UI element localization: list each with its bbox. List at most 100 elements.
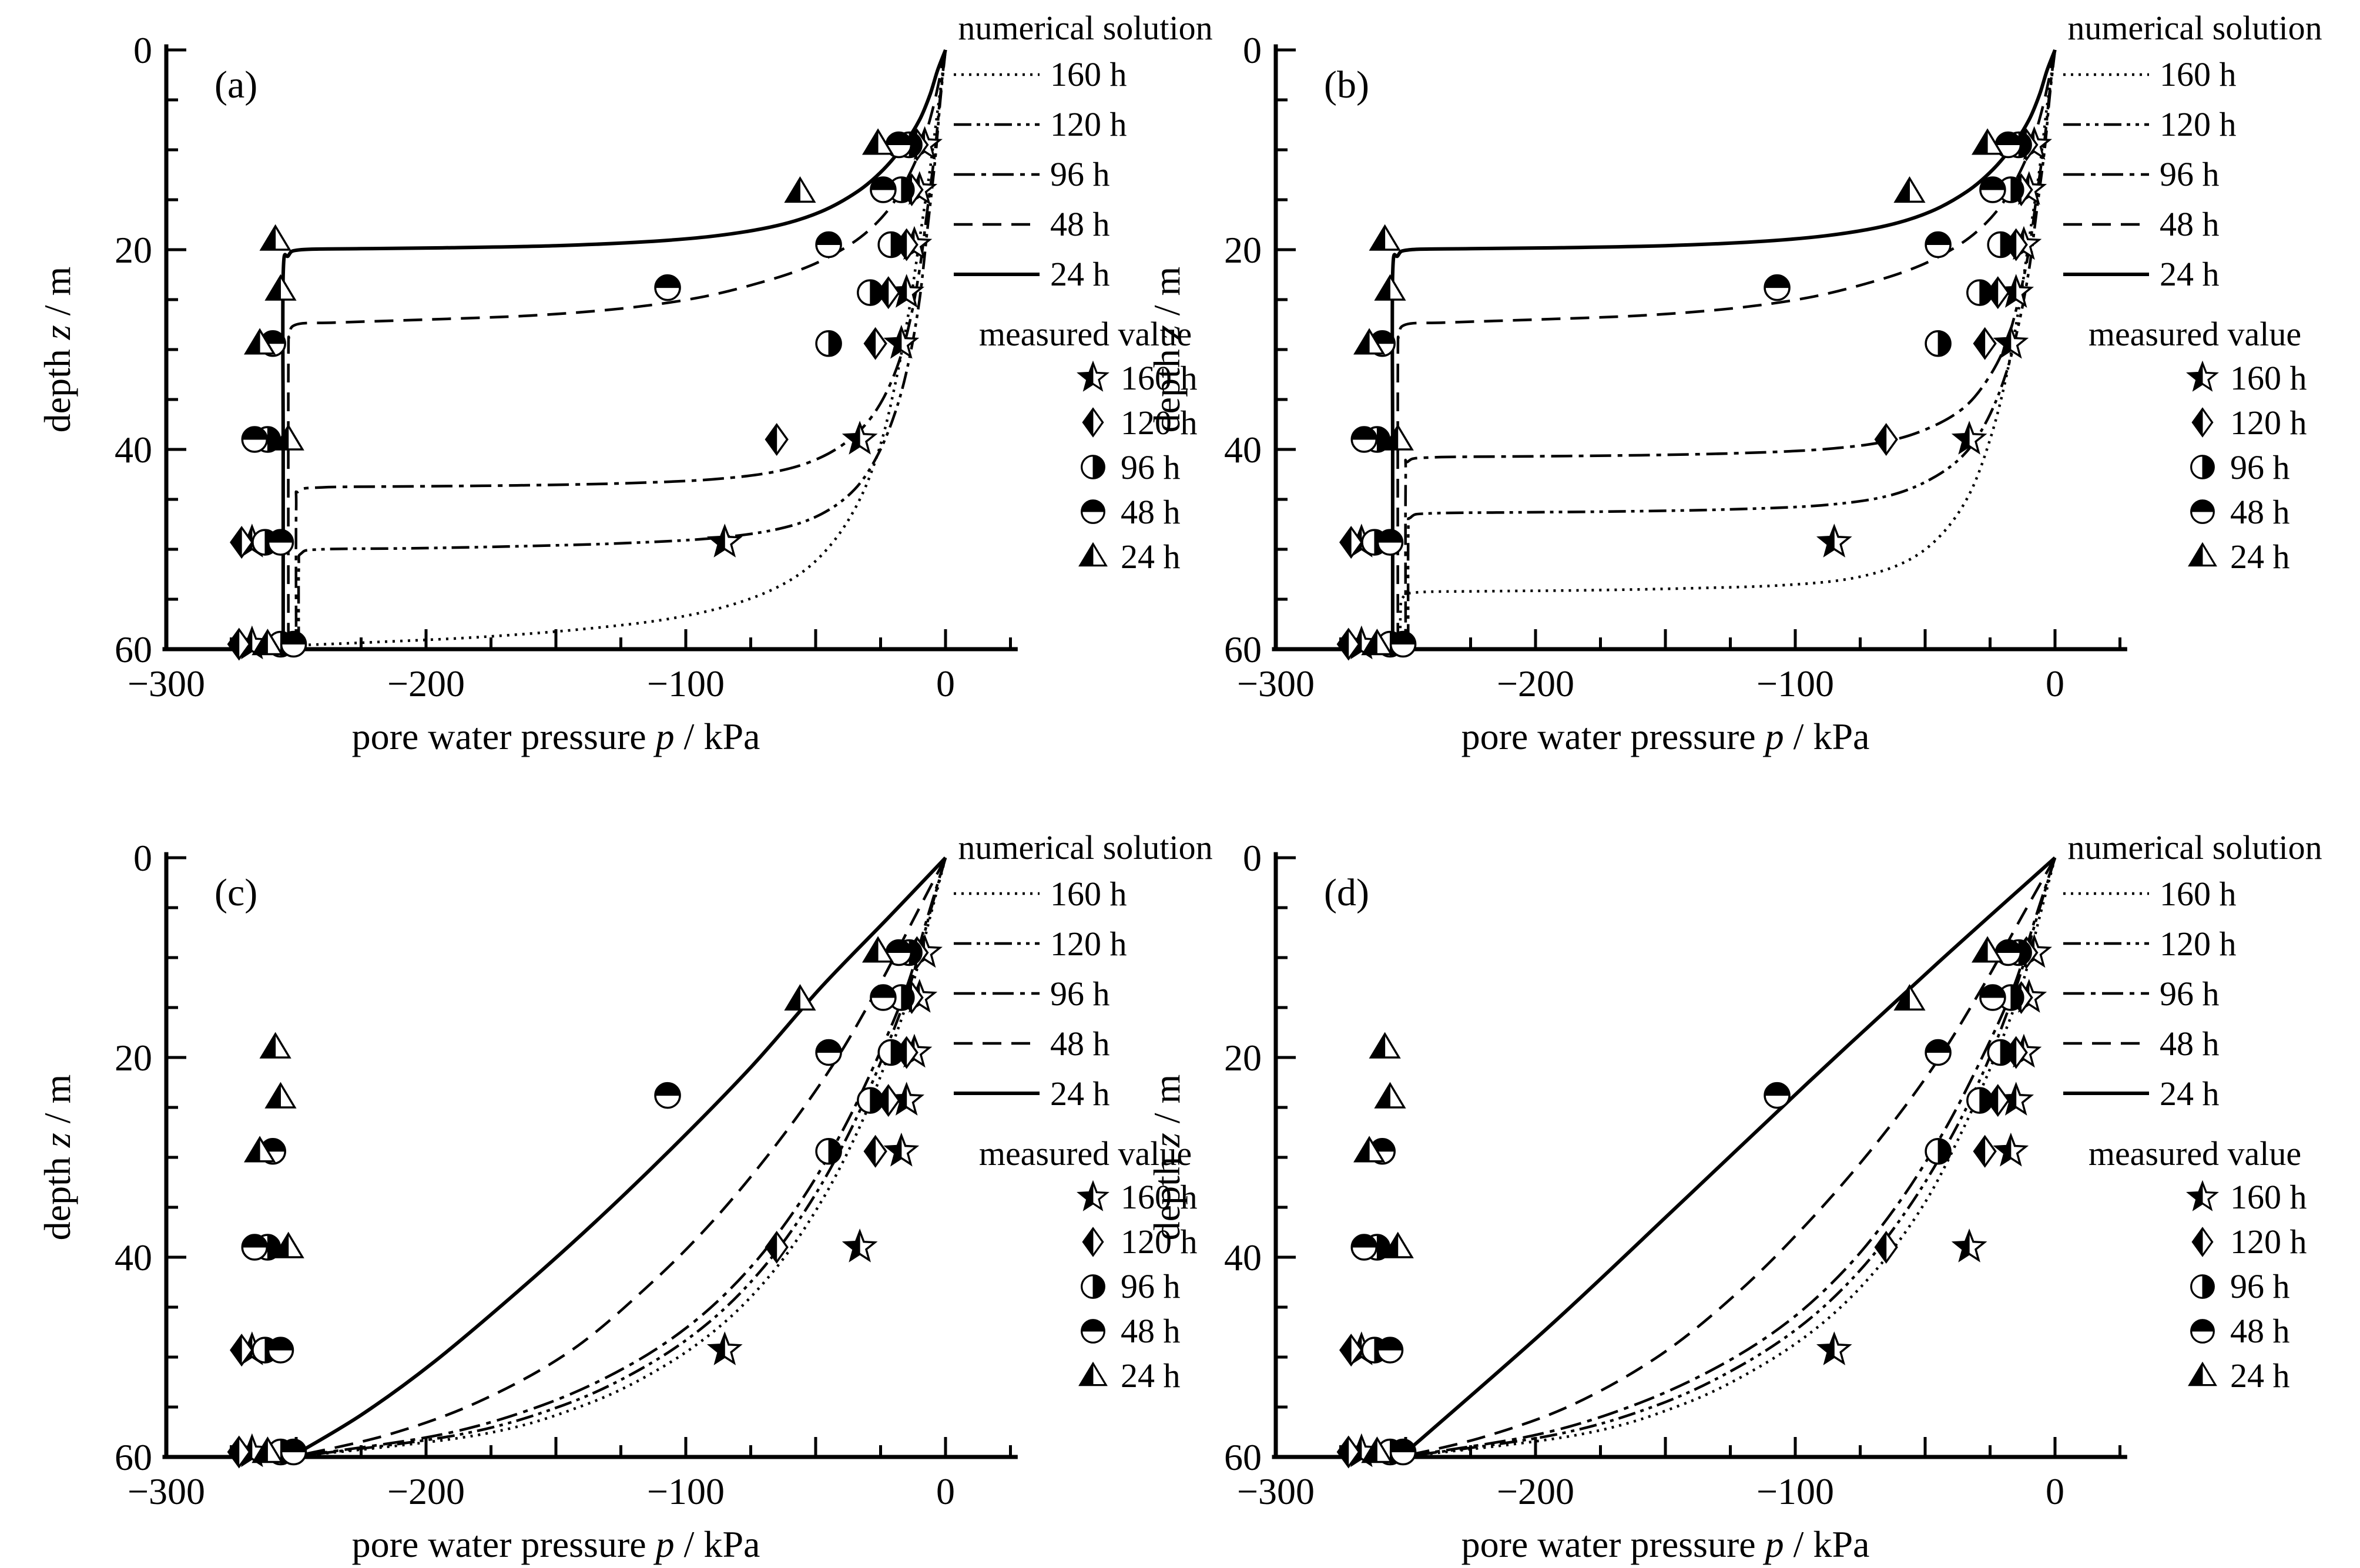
legend-item-label: 96 h — [1050, 974, 1110, 1013]
measured-point-24h — [1353, 1135, 1386, 1163]
measured-point-24h — [1374, 274, 1406, 301]
dashed-line-sample — [954, 1042, 1040, 1045]
measured-series-48h — [241, 131, 913, 658]
x-axis-title-unit: / kPa — [1784, 716, 1870, 757]
legend-item-label: 24 h — [1050, 255, 1110, 293]
legend-item-label: 48 h — [2230, 492, 2290, 531]
legend-item-label: 160 h — [2160, 874, 2237, 913]
measured-series-160h — [234, 126, 943, 660]
triangle-marker-icon — [1078, 542, 1108, 567]
panel-label-b: (b) — [1324, 63, 1369, 106]
triangle-marker-icon — [2188, 1361, 2217, 1386]
legend-title-measured: measured value — [978, 315, 1192, 353]
measured-point-24h — [784, 176, 816, 203]
measured-series-24h — [1353, 935, 2004, 1463]
star-half-left-sample — [1077, 1180, 1109, 1211]
x-tick-label: 0 — [936, 1470, 955, 1512]
numerical-curve-120h — [290, 857, 947, 1458]
measured-point-96h — [877, 1039, 904, 1066]
measured-point-24h — [1369, 1032, 1401, 1059]
x-tick-label: −100 — [647, 1470, 725, 1512]
legend-title-numerical: numerical solution — [958, 9, 1213, 47]
x-axis-title-unit: / kPa — [674, 716, 760, 757]
y-axis-title: depth z / m — [36, 267, 79, 433]
measured-point-48h — [1376, 1336, 1404, 1364]
x-tick-label: −200 — [387, 663, 465, 704]
measured-point-48h — [280, 1438, 307, 1465]
measured-point-120h — [765, 1230, 789, 1264]
legend-item-label: 48 h — [2160, 205, 2220, 243]
tick-labels: −300 −200 −100 0 0 20 40 60 — [1224, 837, 2064, 1512]
measured-point-24h — [1893, 176, 1926, 203]
measured-series-160h — [1343, 934, 2053, 1467]
measured-point-160h — [1951, 421, 1987, 455]
measured-point-24h — [1353, 328, 1386, 355]
y-tick-label: 20 — [115, 1037, 152, 1079]
y-axis-title: depth z / m — [1145, 1074, 1189, 1240]
legend-item-numerical: 96 h — [2048, 969, 2342, 1019]
panel-label-a: (a) — [214, 63, 258, 106]
legend-item-label: 96 h — [2230, 448, 2290, 486]
legend-item-numerical: 120 h — [938, 919, 1232, 969]
measured-point-24h — [1971, 128, 2004, 155]
measured-point-24h — [1971, 935, 2004, 963]
measured-point-24h — [1382, 1231, 1414, 1258]
y-tick-label: 40 — [1224, 1237, 1262, 1278]
plot-canvas-a: −300 −200 −100 0 0 20 40 60 — [115, 29, 1018, 704]
legend-item-label: 24 h — [2230, 1357, 2290, 1395]
dash-dot-line-sample — [2063, 173, 2149, 176]
legend-item-numerical: 160 h — [938, 49, 1232, 99]
measured-point-48h — [1979, 176, 2006, 203]
diamond-marker-icon — [1082, 407, 1104, 438]
measured-point-48h — [1994, 939, 2022, 966]
y-axis-title-unit: / m — [36, 1074, 78, 1133]
legend-item-label: 24 h — [1121, 1357, 1181, 1395]
measured-series-120h — [227, 936, 929, 1468]
legend-item-measured: 24 h — [2048, 1354, 2342, 1398]
y-tick-label: 0 — [133, 29, 152, 71]
subplot-a: −300 −200 −100 0 0 20 40 60 (a) pore water pres… — [0, 0, 1213, 784]
legend-item-measured: 120 h — [2048, 400, 2342, 445]
measured-point-24h — [272, 1231, 304, 1258]
panel-label-d: (d) — [1324, 871, 1369, 914]
measured-point-120h — [863, 327, 887, 360]
x-tick-label: 0 — [936, 663, 955, 704]
x-tick-label: −200 — [1497, 1470, 1574, 1512]
legend-item-label: 160 h — [1050, 55, 1127, 93]
y-axis-title-var: z — [1146, 1132, 1188, 1147]
star-marker-icon — [1077, 1180, 1109, 1211]
axis-ticks — [168, 48, 1012, 651]
legend-title-measured: measured value — [2088, 1134, 2302, 1173]
y-axis-title: depth z / m — [36, 1074, 79, 1240]
legend-item-measured: 160 h — [938, 1175, 1232, 1220]
x-tick-label: −200 — [1497, 663, 1574, 704]
measured-point-24h — [861, 128, 894, 155]
legend-item-measured: 96 h — [2048, 445, 2342, 489]
x-tick-label: −100 — [647, 663, 725, 704]
dash-dot-dot-line-sample — [2063, 123, 2149, 126]
measured-point-48h — [280, 630, 307, 658]
measured-point-96h — [1925, 1137, 1952, 1165]
measured-point-96h — [857, 1086, 884, 1114]
legend-item-numerical: 96 h — [938, 969, 1232, 1019]
measured-point-24h — [259, 1032, 291, 1059]
numerical-curve-48h — [1396, 49, 2057, 650]
legend-item-label: 48 h — [2160, 1024, 2220, 1063]
axes — [1272, 44, 2127, 652]
numerical-curve-96h — [1404, 49, 2057, 650]
measured-point-96h — [1987, 231, 2014, 258]
measured-point-48h — [870, 983, 897, 1011]
legend-item-label: 120 h — [2230, 1223, 2307, 1261]
half-circle-right-marker-icon — [1081, 1274, 1105, 1299]
dash-dot-line-sample — [954, 992, 1040, 995]
legend: numerical solution 160 h 120 h 96 h 48 h… — [2048, 7, 2342, 579]
circle-half-top-sample — [1081, 1318, 1105, 1344]
triangle-half-left-sample — [1078, 1361, 1108, 1386]
y-axis-title-unit: / m — [1146, 1074, 1188, 1133]
solid-line-sample — [2063, 1092, 2149, 1095]
measured-series-24h — [244, 128, 894, 656]
measured-point-24h — [264, 274, 297, 301]
measured-point-160h — [842, 1228, 878, 1263]
measured-series-160h — [1343, 126, 2053, 660]
